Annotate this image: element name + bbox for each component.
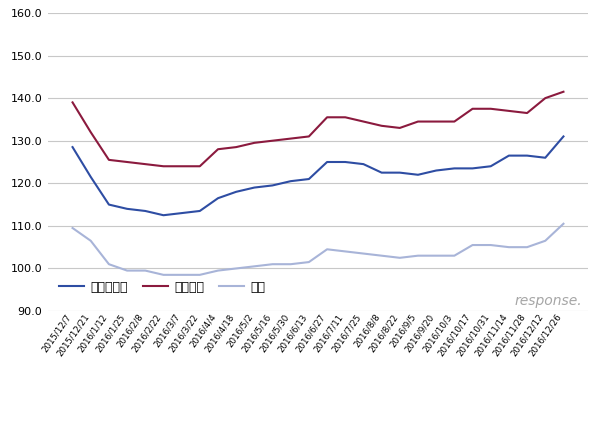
ハイオク [87, 130, 94, 135]
軽油 [396, 255, 403, 260]
レギュラー [160, 213, 167, 218]
軽油 [178, 272, 185, 277]
ハイオク [178, 164, 185, 169]
Legend: レギュラー, ハイオク, 軽油: レギュラー, ハイオク, 軽油 [54, 276, 271, 299]
レギュラー [323, 159, 331, 165]
ハイオク [106, 157, 113, 162]
Line: 軽油: 軽油 [73, 224, 563, 275]
軽油 [523, 245, 530, 250]
ハイオク [451, 119, 458, 124]
レギュラー [415, 172, 422, 178]
レギュラー [196, 208, 203, 213]
ハイオク [233, 144, 240, 150]
軽油 [487, 242, 494, 248]
ハイオク [378, 123, 385, 128]
ハイオク [487, 106, 494, 111]
レギュラー [505, 153, 512, 158]
レギュラー [124, 206, 131, 211]
軽油 [106, 262, 113, 267]
レギュラー [341, 159, 349, 165]
ハイオク [396, 125, 403, 130]
ハイオク [124, 159, 131, 165]
ハイオク [196, 164, 203, 169]
レギュラー [451, 166, 458, 171]
軽油 [287, 262, 295, 267]
軽油 [251, 264, 258, 269]
ハイオク [415, 119, 422, 124]
軽油 [341, 249, 349, 254]
Line: レギュラー: レギュラー [73, 137, 563, 215]
ハイオク [523, 111, 530, 116]
ハイオク [341, 115, 349, 120]
軽油 [433, 253, 440, 258]
ハイオク [160, 164, 167, 169]
軽油 [87, 238, 94, 243]
Line: ハイオク: ハイオク [73, 92, 563, 166]
軽油 [378, 253, 385, 258]
軽油 [124, 268, 131, 273]
軽油 [360, 251, 367, 256]
軽油 [542, 238, 549, 243]
ハイオク [142, 162, 149, 167]
レギュラー [214, 196, 221, 201]
レギュラー [360, 162, 367, 167]
軽油 [469, 242, 476, 248]
レギュラー [178, 210, 185, 216]
軽油 [560, 221, 567, 226]
ハイオク [469, 106, 476, 111]
軽油 [142, 268, 149, 273]
ハイオク [69, 100, 76, 105]
レギュラー [396, 170, 403, 175]
ハイオク [360, 119, 367, 124]
軽油 [505, 245, 512, 250]
レギュラー [378, 170, 385, 175]
ハイオク [542, 95, 549, 101]
レギュラー [142, 208, 149, 213]
レギュラー [69, 144, 76, 150]
ハイオク [214, 146, 221, 152]
軽油 [196, 272, 203, 277]
レギュラー [542, 155, 549, 160]
レギュラー [523, 153, 530, 158]
レギュラー [106, 202, 113, 207]
軽油 [69, 226, 76, 231]
ハイオク [305, 134, 313, 139]
レギュラー [560, 134, 567, 139]
レギュラー [287, 178, 295, 184]
ハイオク [287, 136, 295, 141]
軽油 [233, 266, 240, 271]
ハイオク [560, 89, 567, 94]
レギュラー [87, 174, 94, 180]
Text: response.: response. [515, 294, 583, 308]
レギュラー [487, 164, 494, 169]
軽油 [160, 272, 167, 277]
軽油 [415, 253, 422, 258]
ハイオク [251, 140, 258, 146]
ハイオク [323, 115, 331, 120]
レギュラー [433, 168, 440, 173]
レギュラー [269, 183, 276, 188]
ハイオク [505, 108, 512, 114]
軽油 [305, 260, 313, 265]
レギュラー [469, 166, 476, 171]
軽油 [214, 268, 221, 273]
軽油 [451, 253, 458, 258]
レギュラー [251, 185, 258, 190]
レギュラー [233, 189, 240, 194]
ハイオク [269, 138, 276, 143]
レギュラー [305, 176, 313, 181]
軽油 [323, 247, 331, 252]
軽油 [269, 262, 276, 267]
ハイオク [433, 119, 440, 124]
